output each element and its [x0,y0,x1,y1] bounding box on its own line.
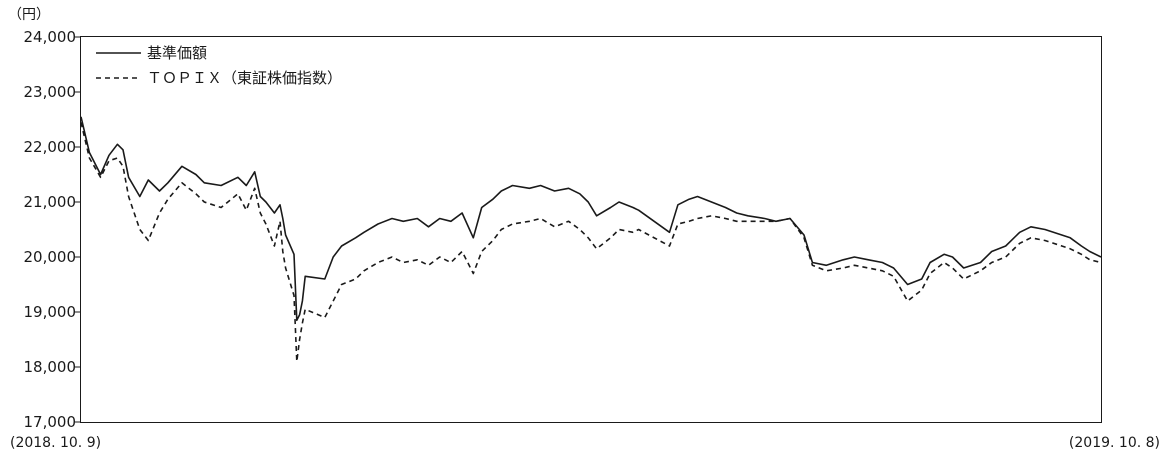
series-line-topix [80,122,1102,363]
legend: 基準価額 ＴＯＰＩＸ（東証株価指数） [96,44,342,87]
series-line-nav [80,116,1102,322]
y-tick-label: 23,000 [24,83,77,101]
series-layer [80,116,1102,363]
plot-area-frame [80,36,1102,423]
y-tick-label: 20,000 [24,248,77,266]
y-tick-label: 19,000 [24,303,77,321]
x-axis-start-label: (2018. 10. 9) [10,435,101,451]
legend-label-topix: ＴＯＰＩＸ（東証株価指数） [147,69,342,87]
y-tick-label: 17,000 [24,413,77,431]
y-axis-unit-label: （円） [8,7,50,23]
x-axis-end-label: (2019. 10. 8) [1069,435,1160,451]
legend-label-nav: 基準価額 [147,44,207,62]
y-tick-label: 18,000 [24,358,77,376]
y-axis-ticks: 17,000 18,000 19,000 20,000 21,000 22,000 23,0… [24,28,81,431]
y-tick-label: 21,000 [24,193,77,211]
y-tick-label: 22,000 [24,138,77,156]
y-tick-label: 24,000 [24,28,77,46]
